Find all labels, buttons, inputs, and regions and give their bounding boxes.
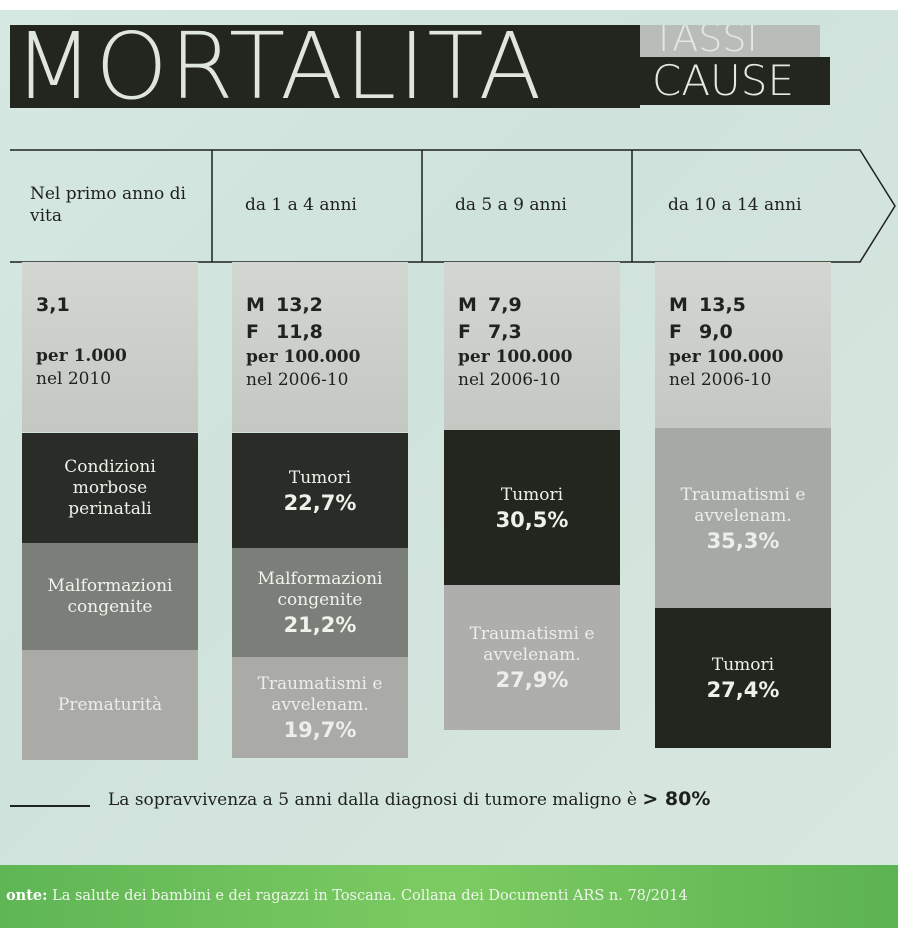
cause-share: 30,5% — [495, 507, 569, 532]
cause-label: Traumatismi e avvelenam. — [469, 624, 595, 665]
cause-label: Malformazioni congenite — [257, 569, 383, 610]
rate-line: F 11,8 — [246, 319, 408, 346]
sex: M — [669, 294, 688, 316]
cause-share: 21,2% — [283, 613, 357, 637]
rate-value: 13,5 — [699, 294, 746, 316]
rate-box: M 13,5 F 9,0 per 100.000 nel 2006-10 — [655, 262, 831, 428]
rate-line: F 9,0 — [669, 319, 831, 346]
cause-block: Traumatismi e avvelenam. 27,9% — [444, 585, 620, 730]
cause-label: Condizioni morbose perinatali — [64, 456, 156, 519]
sex: F — [246, 321, 259, 343]
unit: per 1.000 — [36, 346, 127, 366]
period: nel 2006-10 — [246, 370, 349, 390]
age-label: da 5 a 9 anni — [455, 195, 567, 215]
rate-line: F 7,3 — [458, 319, 620, 346]
cause-block: Malformazioni congenite — [22, 543, 198, 650]
rate-box: M 7,9 F 7,3 per 100.000 nel 2006-10 — [444, 262, 620, 430]
note: La sopravvivenza a 5 anni dalla diagnosi… — [108, 788, 710, 810]
cause-block: Traumatismi e avvelenam. 35,3% — [655, 428, 831, 608]
period: nel 2006-10 — [669, 370, 772, 390]
rate-value: 13,2 — [276, 294, 323, 316]
cause-block: Traumatismi e avvelenam. 19,7% — [232, 657, 408, 758]
rate-box: M 13,2 F 11,8 per 100.000 nel 2006-10 — [232, 262, 408, 432]
sex: M — [246, 294, 265, 316]
cause-label: Traumatismi e avvelenam. — [257, 674, 383, 715]
rate-value: 9,0 — [699, 321, 733, 343]
cause-share: 22,7% — [283, 490, 357, 515]
age-label: Nel primo anno di vita — [30, 184, 186, 226]
cause-label: Tumori — [500, 484, 564, 505]
unit: per 100.000 — [458, 347, 573, 367]
cause-share: 19,7% — [283, 718, 357, 742]
note-text: La sopravvivenza a 5 anni dalla diagnosi… — [108, 790, 637, 810]
cause-label: Prematurità — [57, 694, 163, 715]
sex: F — [458, 321, 471, 343]
cause-block: Tumori 30,5% — [444, 430, 620, 585]
source-text: La salute dei bambini e dei ragazzi in T… — [52, 888, 688, 904]
age-label: da 10 a 14 anni — [668, 195, 802, 215]
source-band: onte: La salute dei bambini e dei ragazz… — [0, 865, 898, 928]
rate-line: 3,1 — [36, 292, 198, 319]
source: onte: La salute dei bambini e dei ragazz… — [6, 887, 688, 904]
rate-value: 3,1 — [36, 294, 70, 316]
rate-value: 7,3 — [488, 321, 522, 343]
cause-block: Condizioni morbose perinatali — [22, 433, 198, 543]
tag-causes: CAUSE — [640, 57, 830, 105]
unit: per 100.000 — [246, 347, 361, 367]
title: MORTALITA — [10, 25, 640, 108]
age-arrow — [10, 149, 896, 263]
cause-label: Tumori — [711, 655, 775, 675]
rate-value: 7,9 — [488, 294, 522, 316]
rate-line: M 7,9 — [458, 292, 620, 319]
cause-block: Prematurità — [22, 650, 198, 760]
rate-line: M 13,2 — [246, 292, 408, 319]
top-margin — [0, 0, 898, 10]
sex: M — [458, 294, 477, 316]
cause-block: Tumori 27,4% — [655, 608, 831, 748]
note-highlight: > 80% — [642, 788, 711, 810]
cause-label: Traumatismi e avvelenam. — [680, 484, 806, 526]
unit: per 100.000 — [669, 347, 784, 367]
age-label: da 1 a 4 anni — [245, 195, 357, 215]
cause-block: Malformazioni congenite 21,2% — [232, 548, 408, 657]
period: nel 2010 — [36, 369, 112, 389]
cause-share: 27,9% — [495, 668, 569, 692]
period: nel 2006-10 — [458, 370, 561, 390]
cause-share: 35,3% — [706, 528, 780, 553]
rate-box: 3,1 per 1.000 nel 2010 — [22, 262, 198, 432]
cause-label: Malformazioni congenite — [47, 575, 173, 617]
cause-share: 27,4% — [706, 678, 780, 702]
cause-label: Tumori — [288, 467, 352, 488]
cause-block: Tumori 22,7% — [232, 433, 408, 548]
source-prefix: onte: — [6, 887, 48, 904]
sex: F — [669, 321, 682, 343]
rule — [10, 805, 90, 807]
tag-rates: TASSI — [640, 25, 820, 57]
rate-line: M 13,5 — [669, 292, 831, 319]
rate-value: 11,8 — [276, 321, 323, 343]
